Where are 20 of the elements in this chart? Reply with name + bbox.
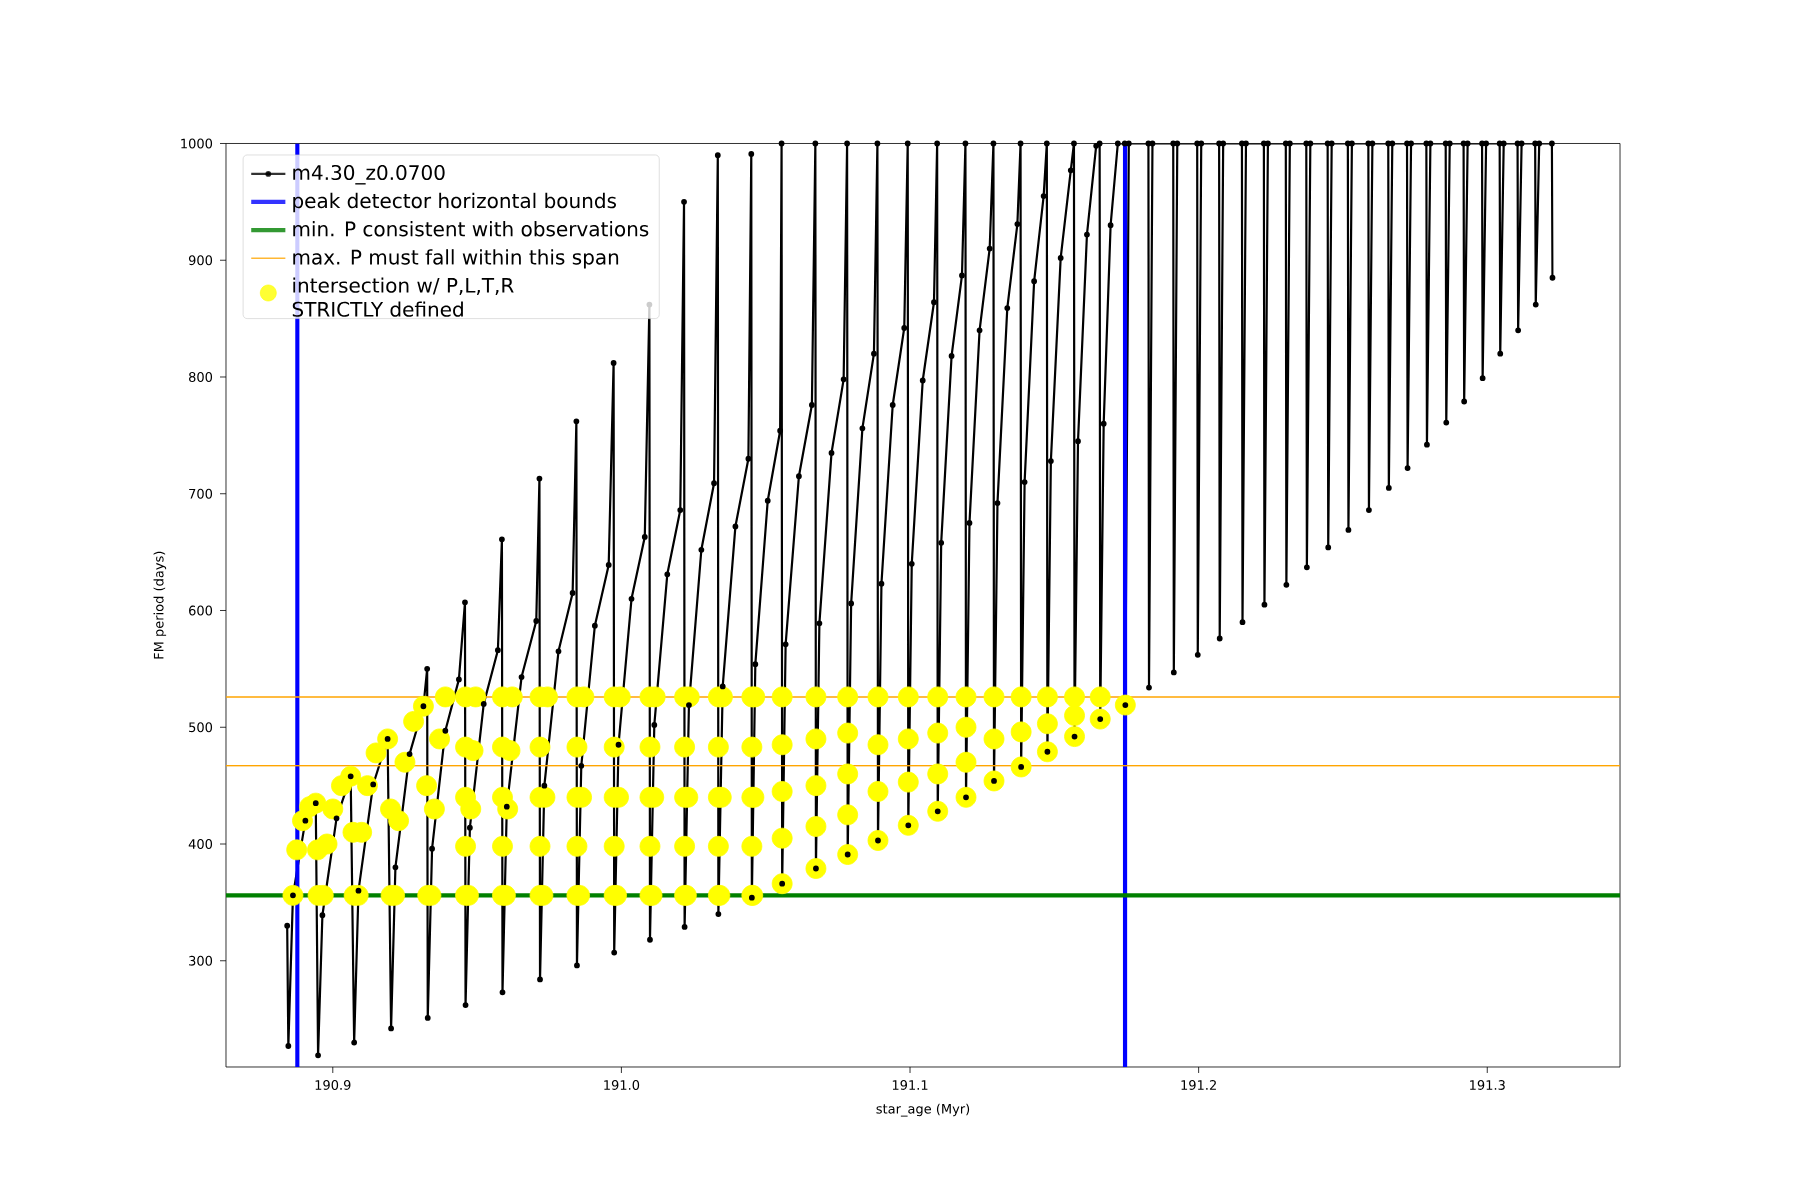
x-axis-title: star_age (Myr) xyxy=(876,1103,970,1117)
legend-label: max. P must fall within this span xyxy=(293,249,619,269)
y-tick-label: 600 xyxy=(189,605,213,616)
y-tick-label: 700 xyxy=(189,488,213,499)
x-tick-label: 191.2 xyxy=(1181,1080,1216,1090)
y-axis-title: FM period (days) xyxy=(153,551,167,659)
y-tick-label: 800 xyxy=(189,372,213,382)
legend-label: intersection w/ P,L,T,R STRICTLY defined xyxy=(292,277,514,317)
x-tick-label: 190.9 xyxy=(315,1080,351,1090)
x-tick-label: 191.1 xyxy=(892,1080,928,1090)
x-tick-label: 191.0 xyxy=(604,1080,640,1090)
y-tick-label: 500 xyxy=(189,722,213,733)
y-tick-label: 300 xyxy=(189,955,213,966)
legend-label: min. P consistent with observations xyxy=(293,220,649,237)
y-tick-label: 900 xyxy=(188,255,213,266)
ref-line-label: peak detector horizontal bounds xyxy=(293,192,617,213)
y-tick-label: 400 xyxy=(188,839,213,849)
legend-label: m4.30_z0.0700 xyxy=(293,164,445,185)
y-tick-label: 1000 xyxy=(181,138,213,149)
x-tick-label: 191.3 xyxy=(1470,1080,1505,1090)
